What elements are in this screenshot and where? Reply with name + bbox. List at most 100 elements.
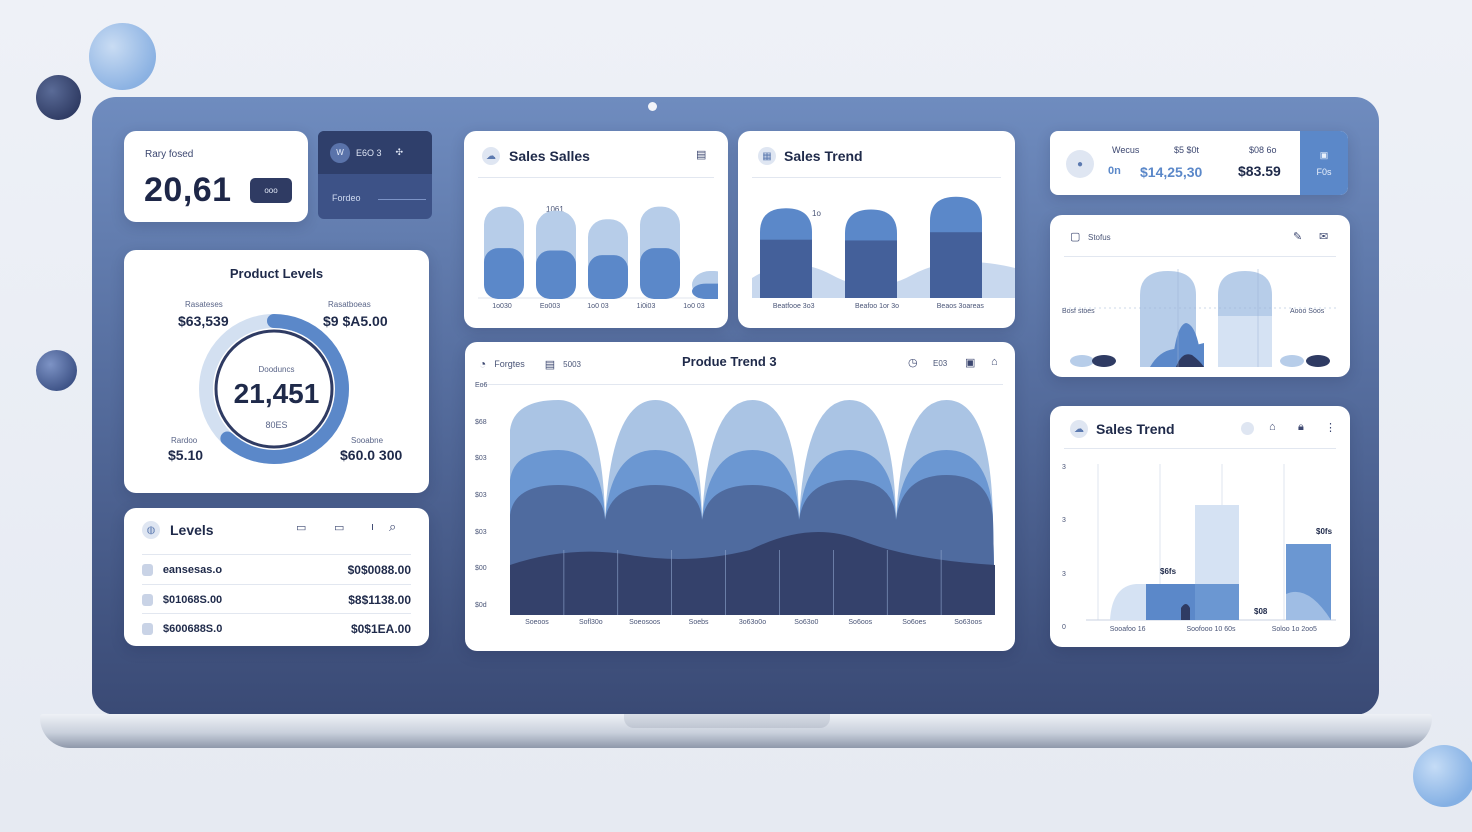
box-icon: ▢ bbox=[1070, 231, 1081, 243]
kpi-button[interactable]: ooo bbox=[250, 178, 292, 203]
user-icon: ● bbox=[1066, 150, 1094, 178]
y-axis-labels: Eo6 $68 $03 $03 $03 $00 $0d bbox=[475, 382, 505, 612]
gauge-tr-value: $9 $A5.00 bbox=[323, 313, 388, 329]
gauge-br-label: Sooabne bbox=[351, 436, 384, 445]
trend-area bbox=[510, 532, 995, 615]
axis-tick-label: 3 bbox=[1062, 517, 1066, 525]
row-icon bbox=[142, 593, 153, 606]
divider bbox=[378, 199, 426, 200]
edit-icon[interactable]: ✎ bbox=[1293, 231, 1303, 243]
x-axis-labels: Sooafoo 16 Soofooo 10 60s Soloo 1o 2oo5 bbox=[1086, 626, 1336, 638]
axis-tick-label: $00 bbox=[475, 565, 487, 573]
sales-card-1-note: 1061 bbox=[546, 205, 564, 214]
axis-tick-label: Soloo 1o 2oo5 bbox=[1271, 626, 1317, 633]
bar bbox=[640, 248, 680, 299]
gauge-bl-label: Rardoo bbox=[171, 436, 198, 445]
product-trend-card: ◔ Forgtes ▤ 5003 Produe Trend 3 ◷ E03 ▣ … bbox=[465, 342, 1015, 651]
axis-tick-label: $68 bbox=[475, 418, 487, 426]
stock-card: ▢ Stofus ✎ ✉ Bosf stoes Aooo Soos bbox=[1050, 215, 1350, 377]
refresh-icon[interactable]: ◷ bbox=[908, 357, 918, 369]
axis-tick-label: $03 bbox=[475, 528, 487, 536]
axis-tick-label: $0d bbox=[475, 602, 487, 609]
table-row[interactable]: eansesas.o $0 $0088.00 bbox=[142, 554, 411, 584]
area-chart-trend bbox=[510, 400, 995, 615]
table-view-icon[interactable]: ▭ bbox=[334, 522, 345, 534]
export-icon[interactable]: ▣ bbox=[965, 357, 976, 369]
axis-tick-label: Beaos 3oareas bbox=[936, 303, 984, 310]
summary-bar: ● Wecus $5 $0t $08 6o 0n $14,25,30 $83.5… bbox=[1050, 131, 1348, 195]
home-icon[interactable]: ⌂ bbox=[1269, 421, 1276, 433]
settings-icon[interactable]: ✣ bbox=[395, 147, 404, 157]
table-row[interactable]: $600688S.0 $0 $1EA.00 bbox=[142, 613, 411, 643]
bar bbox=[692, 283, 718, 299]
axis-tick-label: 3o63o0o bbox=[738, 619, 767, 626]
decor-bubble bbox=[36, 350, 77, 391]
card-view-icon[interactable]: ▭ bbox=[296, 522, 307, 534]
row-name: $01068S.00 bbox=[162, 593, 223, 606]
row-icon bbox=[142, 622, 153, 635]
bar-chart-1 bbox=[478, 206, 718, 299]
axis-tick-label: So6oos bbox=[848, 619, 873, 626]
search-icon[interactable]: ⌕ bbox=[389, 519, 397, 534]
lock-icon[interactable]: ⌂ bbox=[991, 356, 998, 368]
table-row[interactable]: $01068S.00 $8 $1138.00 bbox=[142, 584, 411, 614]
webcam-dot bbox=[648, 102, 657, 111]
axis-tick-label: Soeoos bbox=[525, 619, 549, 626]
bar-label: $08 bbox=[1254, 607, 1268, 616]
decor-bubble bbox=[36, 75, 81, 120]
axis-tick-label: 1o030 bbox=[492, 303, 512, 310]
apple-icon: ◔ bbox=[479, 357, 487, 371]
mini-panel-bottom-text: Fordeo bbox=[332, 193, 361, 203]
decor-bubble bbox=[89, 23, 156, 90]
bar-shade bbox=[1286, 591, 1331, 620]
y-axis-labels: 3 3 3 0 bbox=[1062, 464, 1076, 634]
gauge-fill bbox=[199, 314, 349, 464]
trend-right-label: E03 bbox=[933, 359, 948, 368]
levels-title: Levels bbox=[170, 522, 214, 538]
row-amount: $1EA.00 bbox=[364, 621, 411, 636]
axis-tick-label: Sofl30o bbox=[578, 619, 603, 626]
more-icon[interactable]: ⋮ bbox=[1325, 422, 1336, 434]
gauge-br-value: $60.0 300 bbox=[340, 447, 403, 463]
bar-chart-right bbox=[1086, 464, 1336, 621]
x-axis-labels: Beatfooe 3o3 Beafoo 1or 3o Beaos 3oareas bbox=[752, 303, 1002, 315]
bar bbox=[1181, 604, 1190, 620]
sales-card-1: ☁ Sales Salles ▤ 1061 1o030 Eo003 1o0 03 1i… bbox=[464, 131, 728, 328]
gauge-tl-label: Rasateses bbox=[185, 300, 223, 309]
menu-icon[interactable]: ▤ bbox=[696, 149, 707, 161]
summary-side-button[interactable]: ▣ F0s bbox=[1300, 131, 1348, 195]
legend-pill bbox=[1092, 355, 1116, 367]
sales-card-1-title: Sales Salles bbox=[509, 148, 590, 164]
mini-panel-top-text: E6O 3 bbox=[356, 147, 382, 158]
summary-label-2: $5 $0t bbox=[1174, 145, 1200, 155]
axis-tick-label: Beafoo 1or 3o bbox=[855, 303, 899, 310]
summary-label-3: $08 6o bbox=[1249, 145, 1277, 155]
row-icon bbox=[142, 563, 153, 576]
trend-title: Produe Trend 3 bbox=[682, 354, 777, 369]
lock-icon[interactable]: 🔒︎ bbox=[1298, 421, 1304, 433]
gauge-inner-ring bbox=[214, 329, 334, 449]
sales-card-2: ▦ Sales Trend 1o Beatfooe 3o3 Beafoo 1or … bbox=[738, 131, 1015, 328]
x-axis-labels: Soeoos Sofl30o Soeosoos Soebs 3o63o0o So63o0 S… bbox=[510, 619, 995, 631]
mini-panel[interactable]: W E6O 3 ✣ Fordeo bbox=[318, 131, 432, 219]
divider bbox=[1064, 448, 1336, 449]
bar bbox=[484, 248, 524, 299]
row-name: $600688S.0 bbox=[162, 622, 223, 635]
x-axis-labels: 1o030 Eo003 1o0 03 1i0i03 1o0 03 bbox=[478, 303, 718, 315]
mail-icon[interactable]: ✉ bbox=[1319, 231, 1329, 243]
kpi-card: Rary fosed 20,61 ooo bbox=[124, 131, 308, 222]
gauge-bl-value: $5.10 bbox=[168, 447, 204, 463]
bar-shade bbox=[1218, 316, 1272, 367]
divider bbox=[478, 177, 714, 178]
row-amount: $0088.00 bbox=[360, 562, 411, 577]
info-icon[interactable]: ı bbox=[371, 521, 375, 533]
divider bbox=[477, 384, 1003, 385]
gauge-tr-label: Rasatboeas bbox=[328, 300, 371, 309]
gauge-tl-value: $63,539 bbox=[178, 313, 229, 329]
gauge-center-value: 21,451 bbox=[233, 378, 320, 409]
axis-tick-label: So6oes bbox=[902, 619, 927, 626]
axis-tick-label: Soeosoos bbox=[629, 619, 661, 626]
axis-tick-label: 1i0i03 bbox=[636, 303, 656, 310]
summary-label-1: Wecus bbox=[1112, 145, 1140, 155]
table-icon[interactable]: ▤ bbox=[544, 358, 556, 371]
